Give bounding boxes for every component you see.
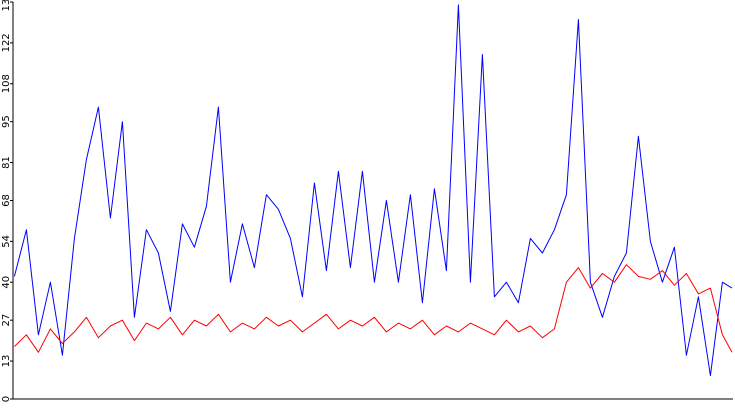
y-tick-label: 122 (1, 33, 12, 52)
y-tick-label: 95 (1, 115, 12, 128)
series-line-1 (13, 4, 733, 377)
y-tick-label: 81 (1, 156, 12, 169)
y-tick-label: 0 (1, 396, 12, 402)
y-tick-label: 136 (1, 0, 12, 12)
y-tick-label: 27 (1, 314, 12, 327)
y-tick-label: 68 (1, 194, 12, 207)
series-layer (13, 4, 733, 377)
y-tick-label: 40 (1, 276, 12, 289)
y-tick-label: 13 (1, 355, 12, 368)
y-tick-label: 108 (1, 74, 12, 93)
series-line-2 (14, 264, 733, 353)
x-axis: 14:0114:0214:0314:0414:0514:0614:0714:08… (13, 398, 733, 400)
y-tick-label: 54 (1, 235, 12, 248)
y-axis: 0 13 27 40 54 68 81 95 108 122 136 (1, 0, 14, 402)
